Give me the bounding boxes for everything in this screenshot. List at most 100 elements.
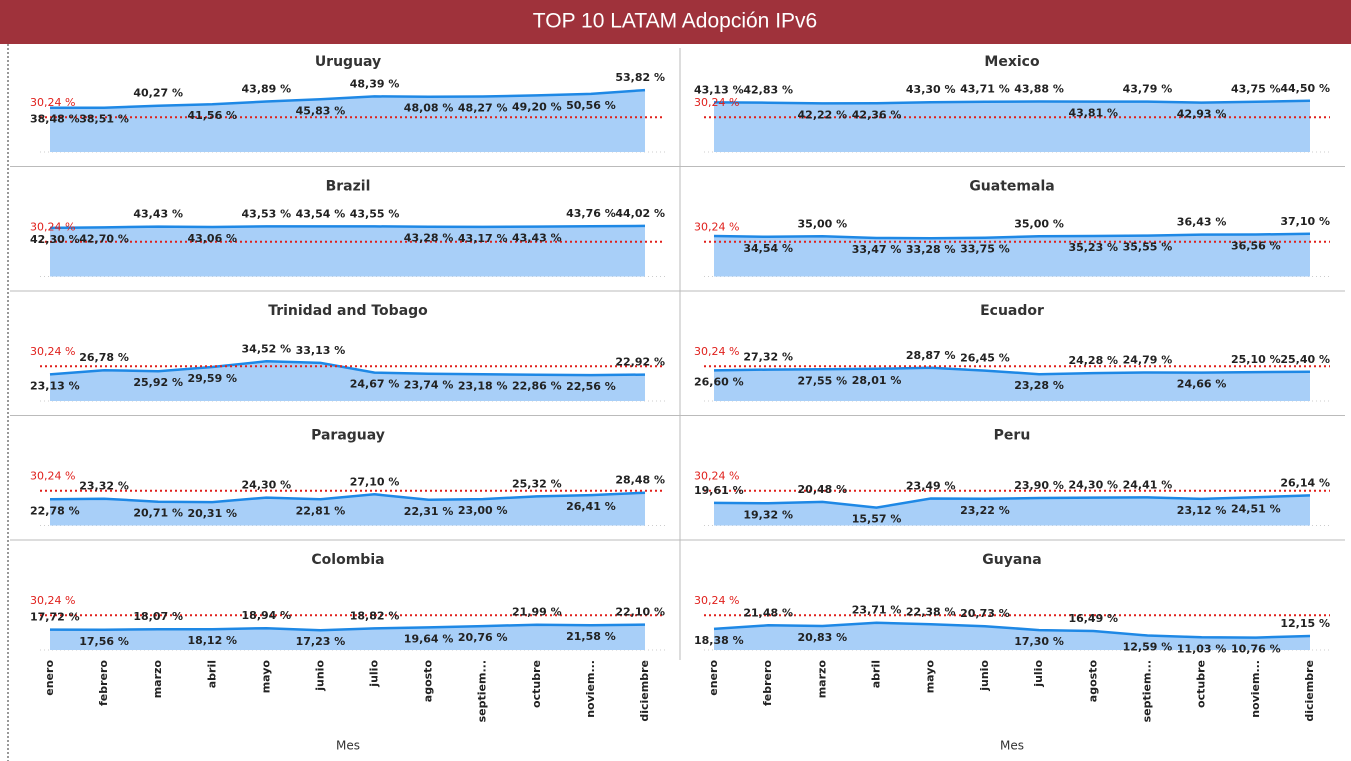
x-tick-label: abril (870, 660, 883, 688)
data-label: 18,82 % (350, 609, 400, 622)
data-label: 26,41 % (566, 500, 616, 513)
data-label: 38,48 % (30, 113, 80, 126)
data-label: 23,49 % (906, 479, 956, 492)
x-tick-label: agosto (1086, 660, 1099, 703)
data-label: 42,93 % (1177, 108, 1227, 121)
data-label: 18,94 % (242, 609, 292, 622)
data-label: 42,36 % (852, 108, 902, 121)
data-label: 25,10 % (1231, 353, 1281, 366)
data-label: 33,47 % (852, 243, 902, 256)
data-label: 33,13 % (296, 344, 346, 357)
line (49, 224, 646, 230)
area (714, 495, 1310, 526)
line (49, 623, 646, 632)
data-label: 24,79 % (1123, 353, 1173, 366)
data-label: 43,76 % (566, 207, 616, 220)
x-tick-label: julio (1032, 660, 1045, 688)
chart-title: Uruguay (315, 54, 381, 70)
reference-label: 30,24 % (694, 594, 739, 607)
x-tick-label: junio (313, 660, 326, 692)
x-tick-label: julio (368, 660, 381, 688)
data-label: 43,89 % (242, 83, 292, 96)
data-label: 27,10 % (350, 475, 400, 488)
data-label: 22,81 % (296, 504, 346, 517)
chart-title: Colombia (311, 552, 384, 568)
x-tick-label: septiem... (476, 660, 489, 722)
line (713, 232, 1311, 240)
data-label: 24,30 % (242, 479, 292, 492)
line (50, 88, 646, 109)
data-label: 22,78 % (30, 504, 80, 517)
x-tick-label: mayo (924, 660, 937, 694)
data-label: 23,28 % (1014, 379, 1064, 392)
x-tick-label: enero (707, 660, 720, 696)
x-tick-label: febrero (761, 660, 774, 706)
area (50, 225, 645, 277)
data-label: 44,02 % (615, 207, 665, 220)
x-tick-label: diciembre (638, 660, 651, 722)
x-tick-label: agosto (422, 660, 435, 703)
data-label: 17,72 % (30, 611, 80, 624)
line (49, 360, 646, 377)
x-tick-label: enero (43, 660, 56, 696)
line (713, 621, 1311, 639)
data-label: 44,50 % (1280, 82, 1330, 95)
data-label: 24,41 % (1123, 478, 1173, 491)
reference-label: 30,24 % (30, 221, 75, 234)
chart-title: Ecuador (980, 303, 1044, 319)
reference-label: 30,24 % (30, 594, 75, 607)
data-label: 21,99 % (512, 606, 562, 619)
data-label: 10,76 % (1231, 643, 1281, 656)
data-label: 33,28 % (906, 243, 956, 256)
x-axis-title: Mes (336, 739, 360, 753)
data-label: 34,52 % (242, 342, 292, 355)
data-label: 23,32 % (79, 480, 129, 493)
x-tick-label: junio (978, 660, 991, 692)
area (714, 367, 1310, 401)
data-label: 36,56 % (1231, 239, 1281, 252)
data-label: 19,61 % (694, 484, 744, 497)
data-label: 48,08 % (404, 102, 454, 115)
data-label: 23,22 % (960, 504, 1010, 517)
x-tick-label: octubre (1195, 660, 1208, 708)
data-label: 24,66 % (1177, 378, 1227, 391)
dashboard-title: TOP 10 LATAM Adopción IPv6 (533, 10, 817, 33)
reference-label: 30,24 % (694, 345, 739, 358)
data-label: 28,87 % (906, 349, 956, 362)
area (50, 492, 645, 526)
data-label: 42,83 % (743, 84, 793, 97)
area (50, 624, 645, 650)
data-label: 20,31 % (187, 507, 237, 520)
line (713, 494, 1311, 509)
data-label: 12,15 % (1280, 617, 1330, 630)
data-label: 26,45 % (960, 352, 1010, 365)
data-label: 26,78 % (79, 351, 129, 364)
x-tick-label: noviem... (584, 660, 597, 718)
data-label: 24,51 % (1231, 502, 1281, 515)
data-label: 43,88 % (1014, 83, 1064, 96)
x-tick-label: diciembre (1303, 660, 1316, 722)
data-label: 19,32 % (743, 508, 793, 521)
data-label: 22,56 % (566, 380, 616, 393)
data-label: 38,51 % (79, 113, 129, 126)
data-label: 19,64 % (404, 632, 454, 645)
data-label: 23,12 % (1177, 504, 1227, 517)
area (714, 233, 1310, 277)
data-label: 15,57 % (852, 513, 902, 526)
data-label: 20,76 % (458, 631, 508, 644)
data-label: 16,49 % (1068, 612, 1118, 625)
data-label: 24,28 % (1068, 354, 1118, 367)
area (714, 100, 1310, 152)
x-tick-label: noviem... (1249, 660, 1262, 718)
reference-label: 30,24 % (694, 470, 739, 483)
data-label: 23,18 % (458, 379, 508, 392)
data-label: 24,30 % (1068, 479, 1118, 492)
data-label: 34,54 % (743, 242, 793, 255)
data-label: 23,00 % (458, 504, 508, 517)
data-label: 17,23 % (296, 635, 346, 648)
data-label: 29,59 % (187, 372, 237, 385)
line (713, 99, 1311, 105)
data-label: 25,40 % (1280, 353, 1330, 366)
data-label: 22,31 % (404, 505, 454, 518)
chart-title: Brazil (326, 179, 371, 195)
